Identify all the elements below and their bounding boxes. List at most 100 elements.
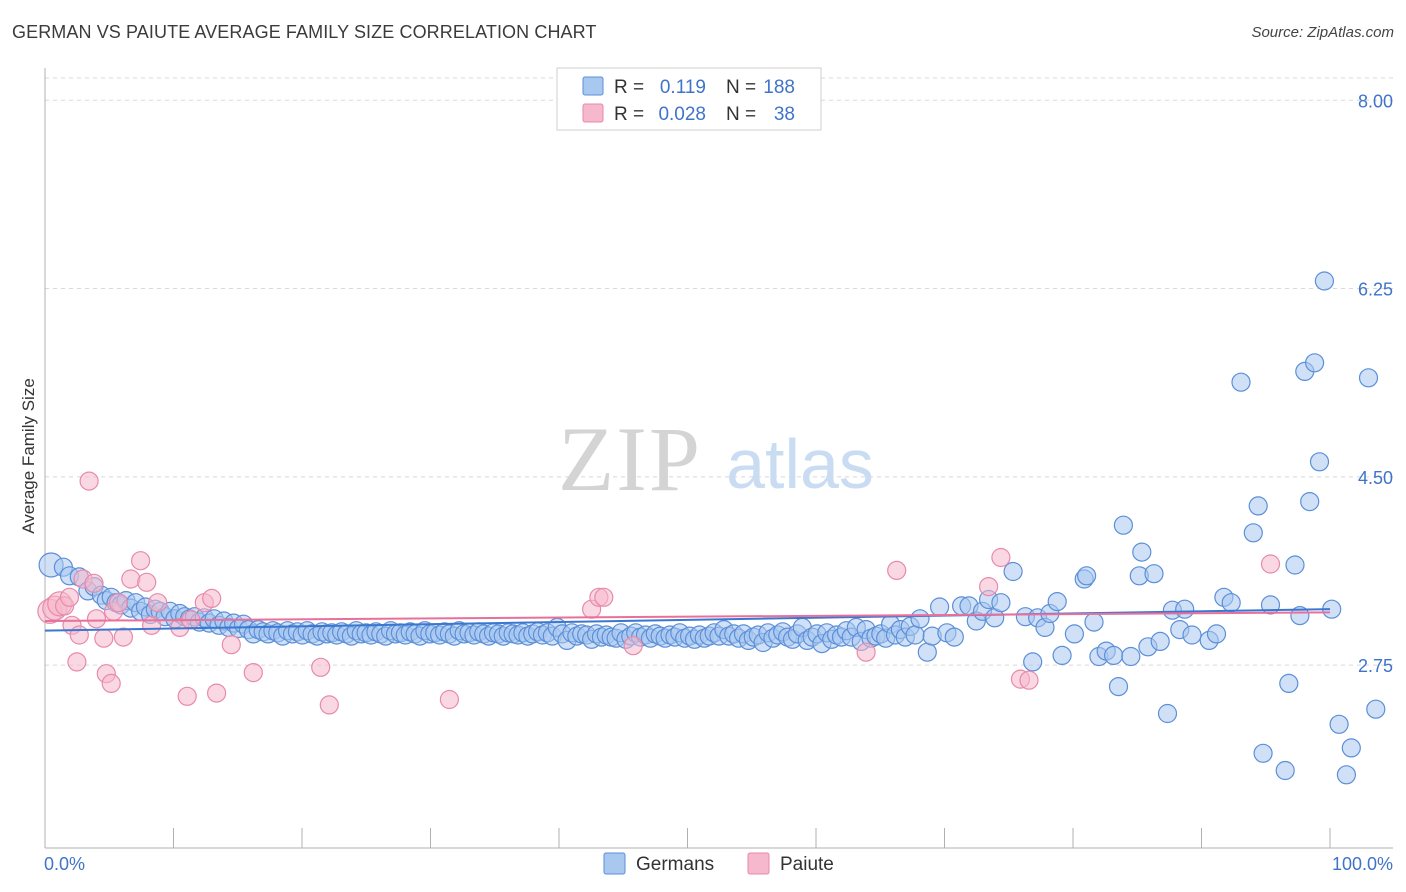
legend-r-label-paiute: R = <box>614 104 644 125</box>
chart-title: GERMAN VS PAIUTE AVERAGE FAMILY SIZE COR… <box>12 22 597 42</box>
paiute-point-44 <box>1260 554 1281 574</box>
german-point-188 <box>1023 652 1043 672</box>
paiute-point-18 <box>121 569 141 589</box>
trend-lines <box>44 608 1331 632</box>
paiute-point-22 <box>148 593 168 613</box>
german-point-223 <box>1275 760 1295 781</box>
german-point-236 <box>1358 368 1379 388</box>
german-point-235 <box>1341 738 1361 758</box>
german-point-218 <box>1231 372 1251 392</box>
paiute-point-12 <box>94 628 114 648</box>
paiute-point-11 <box>86 609 107 629</box>
german-point-193 <box>1052 645 1072 666</box>
watermark-atlas: atlas <box>726 425 874 503</box>
paiute-point-36 <box>594 587 614 607</box>
paiute-point-20 <box>137 572 157 592</box>
german-point-185 <box>991 593 1011 613</box>
paiute-point-30 <box>243 662 263 683</box>
paiute-point-40 <box>978 576 999 597</box>
german-point-197 <box>1084 612 1104 632</box>
german-point-228 <box>1300 492 1320 512</box>
paiute-point-24 <box>177 686 197 706</box>
legend-n-label-germans: N = <box>726 77 756 98</box>
german-point-192 <box>1047 591 1067 612</box>
german-point-220 <box>1248 496 1268 516</box>
legend-r-label-germans: R = <box>614 77 644 98</box>
german-point-233 <box>1329 714 1349 734</box>
source-label: Source: ZipAtlas.com <box>1251 24 1394 41</box>
german-point-186 <box>1003 561 1023 582</box>
paiute-point-21 <box>142 615 162 635</box>
paiute-point-4 <box>59 587 80 607</box>
german-point-230 <box>1309 452 1330 472</box>
bottom-legend-germans: Germans <box>636 854 714 875</box>
y-tick-label-8.00: 8.00 <box>1358 91 1393 111</box>
legend-n-value-germans: 188 <box>763 77 795 98</box>
german-point-205 <box>1132 542 1152 562</box>
bottom-legend-paiute: Paiute <box>780 854 834 875</box>
correlation-legend: R = 0.119 N = 188 R = 0.028 N = 38 <box>556 67 822 131</box>
german-point-224 <box>1279 673 1299 694</box>
series-legend: Germans Paiute <box>603 852 834 875</box>
german-point-217 <box>1221 593 1241 613</box>
legend-n-value-paiute: 38 <box>774 104 795 125</box>
german-point-172 <box>905 625 925 645</box>
german-point-219 <box>1243 523 1263 543</box>
y-axis-label: Average Family Size <box>19 378 38 534</box>
german-point-213 <box>1182 625 1202 645</box>
german-point-209 <box>1157 703 1178 724</box>
y-tick-label-2.75: 2.75 <box>1358 656 1393 676</box>
legend-swatch-germans <box>582 76 604 96</box>
german-point-221 <box>1253 743 1273 763</box>
paiute-point-41 <box>991 547 1011 568</box>
german-point-226 <box>1290 605 1310 626</box>
legend-r-value-paiute: 0.028 <box>658 104 706 125</box>
german-point-229 <box>1304 353 1325 373</box>
paiute-point-31 <box>311 657 331 677</box>
german-point-174 <box>917 642 937 662</box>
watermark-zip: ZIP <box>558 408 702 510</box>
paiute-point-28 <box>207 683 227 703</box>
german-point-200 <box>1103 645 1124 666</box>
paiute-point-16 <box>108 593 129 613</box>
german-trend-line <box>44 608 1331 632</box>
german-point-202 <box>1113 515 1134 535</box>
paiute-point-32 <box>319 695 339 715</box>
paiute-point-27 <box>202 588 222 609</box>
x-tick-marks <box>44 828 1331 848</box>
bottom-legend-swatch-paiute <box>747 852 770 875</box>
x-tick-label-max: 100.0% <box>1332 854 1393 874</box>
german-point-194 <box>1064 624 1085 644</box>
y-tick-label-4.50: 4.50 <box>1358 468 1393 488</box>
german-point-207 <box>1144 564 1164 584</box>
german-point-201 <box>1108 676 1129 697</box>
y-tick-labels: 2.75 4.50 6.25 8.00 <box>1358 91 1393 676</box>
grid-lines <box>45 77 1393 666</box>
paiute-trend-line <box>44 611 1331 622</box>
german-point-173 <box>910 609 930 629</box>
german-point-234 <box>1336 765 1357 785</box>
paiute-point-29 <box>221 635 241 655</box>
paiute-point-37 <box>623 636 643 656</box>
paiute-point-6 <box>67 652 87 672</box>
legend-n-label-paiute: N = <box>726 104 756 125</box>
paiute-point-33 <box>439 689 459 710</box>
paiute-point-43 <box>1019 670 1039 690</box>
y-tick-label-6.25: 6.25 <box>1358 280 1393 300</box>
bottom-legend-swatch-germans <box>603 852 626 875</box>
watermark: ZIP atlas <box>558 408 874 510</box>
german-point-231 <box>1314 271 1335 291</box>
legend-swatch-paiute <box>582 103 604 123</box>
axes <box>44 68 1393 849</box>
german-points <box>38 271 1386 785</box>
paiute-point-7 <box>69 625 89 645</box>
german-point-237 <box>1366 699 1386 719</box>
paiute-point-38 <box>856 642 876 662</box>
german-point-215 <box>1206 624 1227 644</box>
paiute-point-19 <box>131 551 151 571</box>
german-point-196 <box>1076 566 1097 586</box>
x-tick-label-min: 0.0% <box>44 854 85 874</box>
legend-r-value-germans: 0.119 <box>660 77 706 98</box>
german-point-176 <box>929 597 950 617</box>
